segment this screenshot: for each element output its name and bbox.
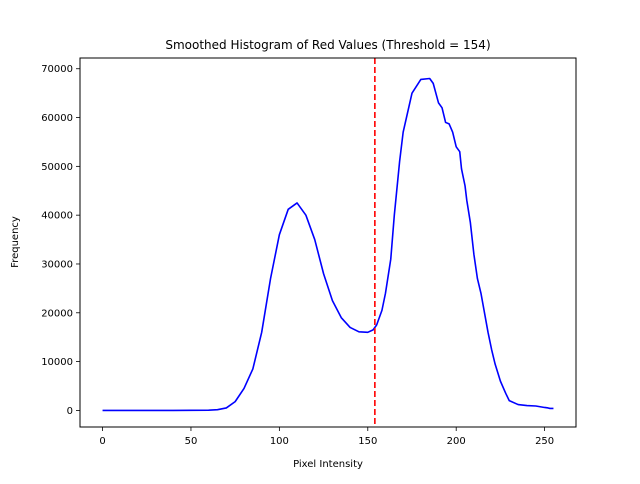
x-tick-label: 250: [535, 436, 554, 447]
series-line-0: [102, 77, 554, 412]
y-tick-label: 50000: [41, 162, 73, 173]
x-tick-label: 150: [358, 436, 377, 447]
x-axis-label: Pixel Intensity: [293, 459, 363, 470]
x-tick-label: 200: [447, 436, 466, 447]
x-tick-label: 50: [185, 436, 198, 447]
chart-title: Smoothed Histogram of Red Values (Thresh…: [165, 38, 490, 52]
x-axis-ticks: 0 50 100 150 200 250: [99, 427, 554, 447]
x-tick-label: 100: [270, 436, 289, 447]
y-tick-label: 70000: [41, 64, 73, 75]
y-tick-label: 30000: [41, 259, 73, 270]
y-tick-label: 20000: [41, 308, 73, 319]
plot-content: [102, 58, 554, 427]
plot-frame: [79, 57, 577, 428]
y-tick-label: 40000: [41, 211, 73, 222]
y-tick-label: 0: [67, 406, 73, 417]
y-tick-label: 10000: [41, 357, 73, 368]
y-axis-ticks: 0 10000 20000 30000 40000 50000 60000 70000: [41, 64, 80, 417]
y-tick-label: 60000: [41, 113, 73, 124]
x-tick-label: 0: [99, 436, 105, 447]
plot-area: [80, 58, 576, 427]
y-axis-label: Frequency: [10, 216, 21, 268]
